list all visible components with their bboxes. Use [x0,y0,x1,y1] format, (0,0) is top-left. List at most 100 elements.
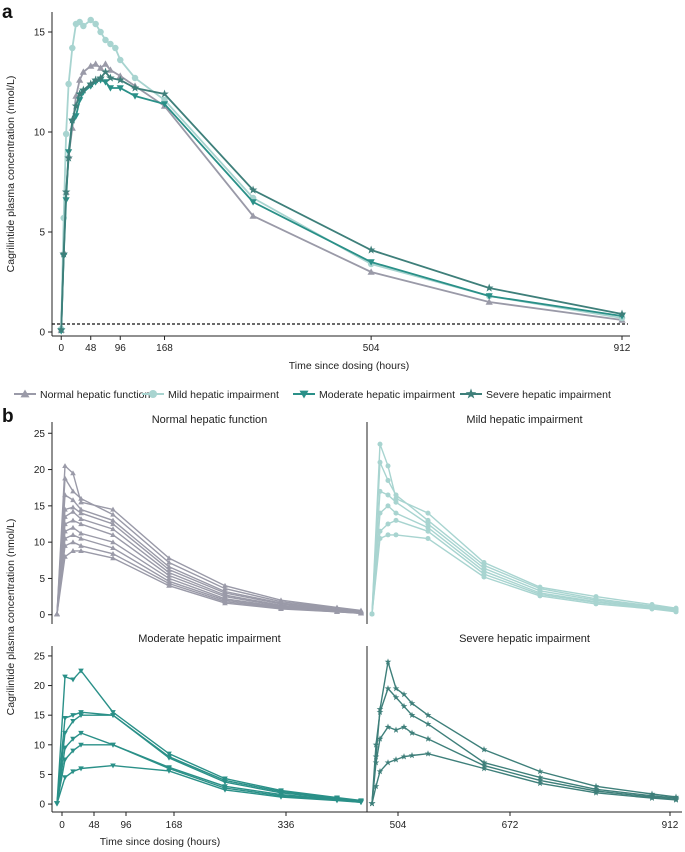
subject-profile [54,713,364,807]
profile-data-point [166,575,172,581]
panel-a-data-point [71,101,81,110]
subplot-severe: Severe hepatic impairment [368,633,680,807]
profile-data-point [78,530,84,536]
profile-data-point [424,711,432,719]
subplot-normal: Normal hepatic function 0 5 10 15 20 25 [34,414,364,621]
profile-data-point [536,767,544,775]
profile-line [56,464,362,615]
profile-data-point [424,735,432,742]
profile-line [56,732,362,804]
profile-data-point [78,766,84,772]
profile-data-point [62,674,68,680]
panel-a-data-point [131,93,139,100]
profile-line [56,519,362,615]
subplot-title: Normal hepatic function [152,414,268,426]
profile-data-point [62,492,68,498]
profile-line [371,504,677,615]
profile-data-point [110,521,116,527]
profile-data-point [384,759,392,766]
profile-data-point [358,800,364,806]
profile-data-point [62,542,68,548]
panel-a-y-tick-label: 0 [39,328,45,339]
profile-data-point [480,746,488,753]
panel-a-data-point [617,309,627,318]
profile-line [56,534,362,615]
panel-a-series-normal [57,60,626,333]
profile-line [371,443,677,615]
legend-item-normal: Normal hepatic function [14,389,150,401]
profile-data-point [62,535,68,541]
panel-a-data-point [102,36,109,44]
panel-a-data-point [160,89,169,98]
profile-data-point [334,609,340,614]
profile-data-point [393,499,399,505]
panel-a-data-point [160,101,169,108]
panel-a-data-point [107,40,114,48]
panel-a-data-point [96,73,105,82]
panel-a-y-tick-label: 15 [34,28,46,39]
panel-a-data-point [106,73,115,82]
panel-a-y-tick-label: 5 [39,228,45,239]
panel-a-data-point [101,79,110,86]
profile-data-point [408,751,416,759]
profile-data-point [385,492,391,498]
profile-data-point [372,782,380,790]
profile-data-point [110,532,116,537]
profile-line [56,476,362,615]
panel-a-data-point [117,56,124,64]
subject-profile [54,763,364,807]
profile-data-point [110,539,116,545]
profile-data-point [392,726,400,733]
legend-item-moderate: Moderate hepatic impairment [293,389,455,401]
profile-data-point [78,516,84,522]
subject-profile [54,504,364,617]
profile-data-point [222,600,228,606]
panel-a-data-point [61,187,71,196]
profile-data-point [70,517,76,523]
profile-line [371,752,677,804]
profile-line [371,687,677,804]
profile-data-point [110,742,116,748]
profile-data-point [481,574,487,580]
profile-data-point [110,511,116,517]
profile-line [56,669,362,804]
panel-a-data-point [79,85,88,94]
profile-data-point [400,702,408,710]
profile-data-point [78,510,84,516]
panel-a-series-moderate [57,77,626,335]
profile-data-point [393,532,399,538]
panel-a-data-point [62,130,70,138]
profile-data-point [425,528,431,534]
profile-data-point [70,508,76,514]
profile-data-point [278,606,284,612]
panel-a-data-point [97,28,104,36]
profile-data-point [376,708,384,716]
profile-line [56,526,362,615]
panel-b-y-axis-label: Cagrilintide plasma concentration (nmol/… [5,519,17,716]
panel-a-data-point [91,75,100,84]
profile-data-point [110,555,116,561]
profile-data-point [377,459,383,465]
panel-a-series-line [60,70,623,331]
profile-line [371,534,677,615]
panel-a-data-point [59,249,68,258]
profile-data-point [384,685,392,692]
profile-data-point [385,532,391,538]
panel-a-data-point [484,283,494,292]
panel-a-data-point [485,298,493,305]
profile-data-point [70,524,76,530]
panel-a-data-point [72,92,80,99]
panel-a-data-point [87,62,95,69]
profile-data-point [62,730,68,736]
profile-data-point [400,723,408,730]
subject-profile [368,685,680,807]
subject-profile [369,532,679,617]
subject-profile [54,548,364,617]
profile-line [56,711,362,804]
profile-data-point [278,794,284,800]
subject-profile [54,508,364,617]
profile-data-point [70,769,76,775]
panel-a-data-point [87,16,94,24]
panel-a-data-point [92,20,99,28]
profile-data-point [384,658,392,665]
